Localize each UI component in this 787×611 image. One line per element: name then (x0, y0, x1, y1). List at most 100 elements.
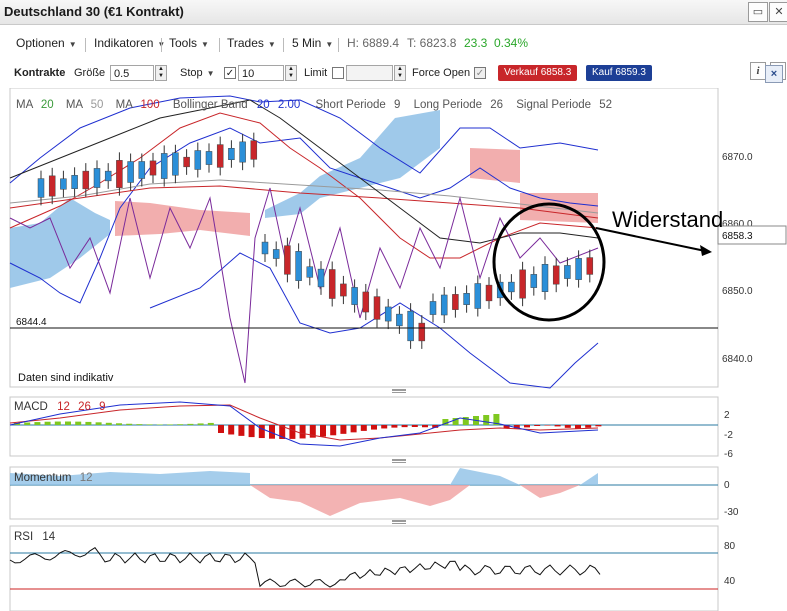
macd-signal-line (9, 404, 599, 441)
macd-bar (360, 425, 367, 431)
menu-trades[interactable]: Trades ▼ (227, 36, 276, 50)
rsi-tick: 80 (724, 541, 736, 552)
macd-bar (371, 425, 377, 430)
candle-body (183, 156, 190, 168)
macd-legend: MACD 12 26 9 (14, 401, 105, 413)
limit-stepper[interactable]: ▲ ▼ (394, 65, 406, 81)
macd-bar (554, 425, 561, 427)
macd-bar (299, 425, 306, 439)
indicator-line (9, 99, 599, 244)
restore-icon[interactable]: ▭ (748, 2, 768, 22)
close-window-icon[interactable]: ✕ (769, 2, 787, 22)
macd-bar (105, 422, 112, 425)
force-open-checkbox[interactable]: ✓ (474, 67, 486, 79)
macd-bar (156, 424, 163, 425)
macd-bar (340, 425, 347, 434)
candle-body (37, 178, 45, 198)
macd-line (9, 401, 599, 447)
momentum-tick: -30 (724, 507, 739, 518)
day-low: T: 6823.8 (407, 36, 457, 50)
indicator-line (9, 95, 599, 184)
macd-bar (116, 423, 122, 425)
candle-body (205, 151, 213, 165)
macd-bar (564, 425, 571, 428)
stop-stepper[interactable]: ▲ ▼ (285, 65, 297, 81)
change-percent: 0.34% (494, 36, 529, 50)
macd-bar (401, 425, 408, 428)
limit-checkbox[interactable] (332, 67, 344, 79)
candle-body (194, 150, 202, 170)
size-input[interactable]: 0.5 (110, 65, 154, 81)
panel-splitters[interactable] (392, 389, 406, 524)
candle-body (60, 178, 67, 190)
candle-body (160, 153, 168, 179)
candle-body (295, 251, 302, 281)
candle-body (508, 281, 515, 293)
limit-label: Limit (304, 67, 328, 79)
candle-body (519, 269, 526, 299)
candle-body (149, 160, 157, 176)
candle-body (239, 141, 246, 163)
menu-options[interactable]: Optionen ▼ (16, 36, 77, 50)
macd-bar (269, 425, 275, 439)
macd-bar (75, 421, 82, 425)
current-price-box (717, 225, 787, 245)
candle-body (474, 283, 482, 309)
candle-body (485, 284, 493, 302)
price-chart[interactable]: MA 20 MA 50 MA 100 Bollinger Band 20 2.0… (0, 88, 787, 611)
window-title: Deutschland 30 (€1 Kontrakt) (4, 4, 184, 19)
macd-bar (544, 425, 551, 426)
resistance-annotation: Widerstand (612, 207, 723, 232)
menu-tools[interactable]: Tools ▼ (169, 36, 209, 50)
candle-body (261, 241, 269, 255)
menu-interval[interactable]: 5 Min ▼ (292, 36, 334, 50)
candle-body (396, 313, 403, 327)
candle-body (373, 296, 381, 320)
candle-body (317, 268, 325, 288)
candle-body (418, 322, 426, 342)
candle-body (452, 294, 459, 310)
limit-input[interactable] (346, 65, 393, 81)
candle-body (564, 265, 571, 279)
momentum-area (580, 473, 598, 485)
macd-bar (309, 425, 316, 438)
trade-toolbar: Kontrakte Größe 0.5 ▲ ▼ Stop ▼ ✓ 10 ▲ ▼ Lim… (0, 62, 787, 86)
close-ticket-icon[interactable]: × (765, 65, 783, 83)
chart-menubar: Optionen▼ Indikatoren▼ Tools▼ Trades▼ 5 … (0, 30, 787, 80)
sell-button[interactable]: Verkauf 6858.3 (498, 65, 578, 81)
rsi-panel (9, 525, 719, 611)
macd-bar (14, 423, 20, 425)
macd-bar (136, 424, 143, 425)
disclaimer-text: Daten sind indikativ (18, 372, 114, 384)
rsi-tick: 40 (724, 576, 736, 587)
candle-body (116, 160, 123, 188)
support-label: 6844.4 (16, 317, 47, 328)
candle-body (541, 264, 549, 292)
macd-bar (442, 419, 449, 425)
candle-body (340, 283, 347, 297)
stop-input[interactable]: 10 (238, 65, 284, 81)
macd-bar (24, 422, 31, 425)
macd-bar (44, 421, 51, 425)
menu-indicators[interactable]: Indikatoren▼ (94, 36, 165, 50)
menu-divider (338, 38, 339, 52)
price-tick: 6850.0 (722, 286, 753, 297)
macd-bar (575, 425, 581, 429)
candle-body (104, 170, 112, 182)
macd-bar (524, 425, 530, 428)
macd-bar (452, 418, 459, 425)
macd-bar (483, 415, 490, 425)
rsi-legend: RSI 14 (14, 531, 56, 543)
macd-bar (228, 425, 235, 435)
size-stepper[interactable]: ▲ ▼ (155, 65, 167, 81)
macd-bar (85, 421, 92, 425)
macd-bar (54, 421, 61, 425)
buy-button[interactable]: Kauf 6859.3 (586, 65, 652, 81)
candle-body (463, 293, 470, 305)
momentum-legend: Momentum 12 (14, 472, 93, 484)
macd-bar (238, 425, 245, 436)
stop-checkbox[interactable]: ✓ (224, 67, 236, 79)
support-label-bg (12, 315, 54, 327)
stop-dropdown[interactable]: Stop ▼ (180, 67, 215, 79)
change-value: 23.3 (464, 36, 488, 50)
